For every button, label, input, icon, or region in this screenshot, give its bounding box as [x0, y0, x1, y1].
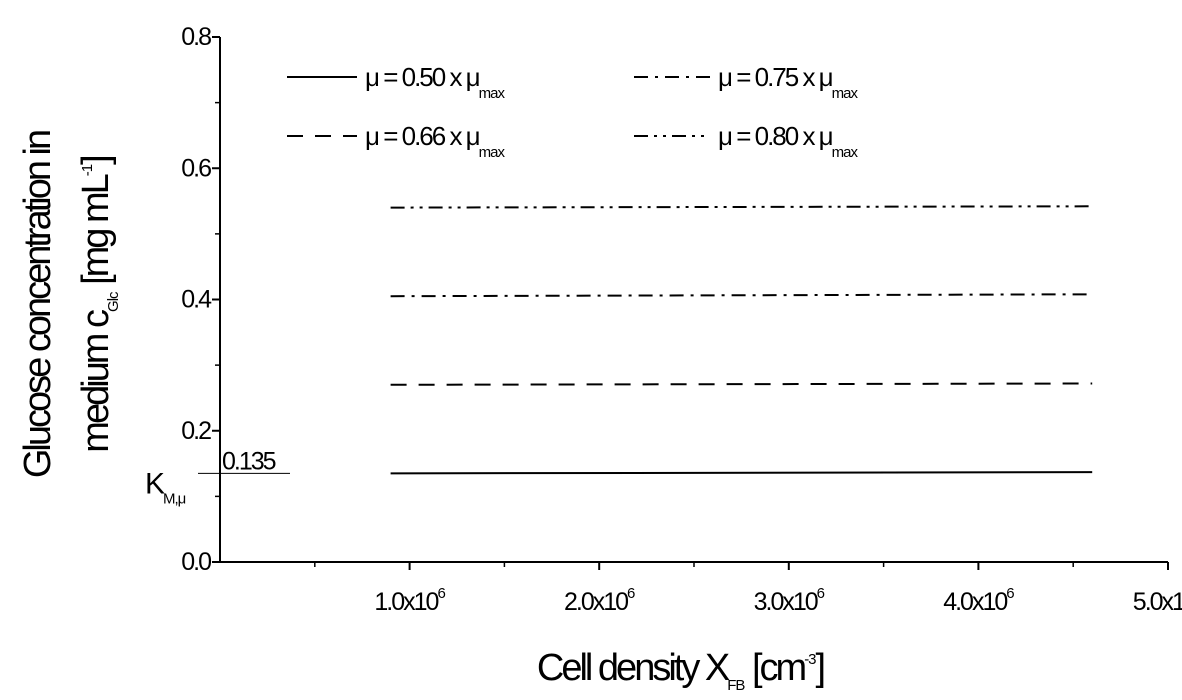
x-tick-label: 4.0x106 — [943, 585, 1014, 616]
series-layer — [390, 205, 1093, 475]
series-line-1 — [390, 382, 1093, 386]
series-line-3 — [390, 205, 1093, 209]
series-line-2 — [390, 293, 1093, 298]
legend: μ = 0.50 x μmax μ = 0.66 x μmax μ = 0.75 x… — [287, 62, 859, 161]
y-axis-title-main: medium c — [75, 310, 117, 453]
legend-label-1: μ = 0.66 x μmax — [365, 121, 505, 161]
x-axis-title-unit-sup: -3 — [804, 651, 816, 668]
y-tick-label: 0.8 — [181, 23, 211, 51]
x-axis-title: Cell density XFB [cm-3] — [537, 647, 824, 694]
x-tick-label: 1.0x106 — [374, 585, 445, 616]
y-axis-title-line1: Glucose concentration in — [17, 131, 59, 478]
legend-label-0: μ = 0.50 x μmax — [365, 62, 505, 102]
x-tick-label: 3.0x106 — [754, 585, 825, 616]
y-axis-title-unit-close: ] — [75, 157, 117, 165]
x-axis-title-main: Cell density X — [537, 647, 730, 689]
y-axis-title-sub: Glc — [105, 291, 122, 312]
y-axis-title-unit-sup: -1 — [79, 164, 96, 176]
y-axis-title: Glucose concentration in medium cGlc [mg… — [17, 131, 122, 478]
x-tick-label: 2.0x106 — [564, 585, 635, 616]
axes: 0.0 0.2 0.4 0.6 0.8 1.0x106 2.0x106 3.0x106 4.0x… — [181, 23, 1182, 616]
y-tick-label: 0.4 — [181, 286, 212, 314]
y-tick-label: 0.0 — [181, 548, 211, 576]
y-axis-title-unit-open: [mg mL — [75, 174, 117, 292]
x-axis-title-sub: FB — [727, 677, 745, 694]
legend-label-2: μ = 0.75 x μmax — [718, 62, 858, 102]
x-axis-title-unit-close: ] — [816, 647, 824, 689]
legend-label-3: μ = 0.80 x μmax — [718, 121, 858, 161]
x-axis-title-unit-open: [cm — [744, 647, 805, 689]
annotation-value: 0.135 — [222, 447, 276, 475]
annotation-layer: 0.135 KM,μ — [145, 447, 290, 507]
y-axis-title-line2: medium cGlc [mg mL-1] — [75, 157, 122, 453]
series-line-0 — [390, 471, 1093, 475]
x-tick-label: 5.0x106 — [1133, 585, 1182, 616]
annotation-symbol: KM,μ — [145, 467, 186, 507]
y-tick-label: 0.6 — [181, 154, 211, 182]
y-tick-label: 0.2 — [181, 417, 211, 445]
